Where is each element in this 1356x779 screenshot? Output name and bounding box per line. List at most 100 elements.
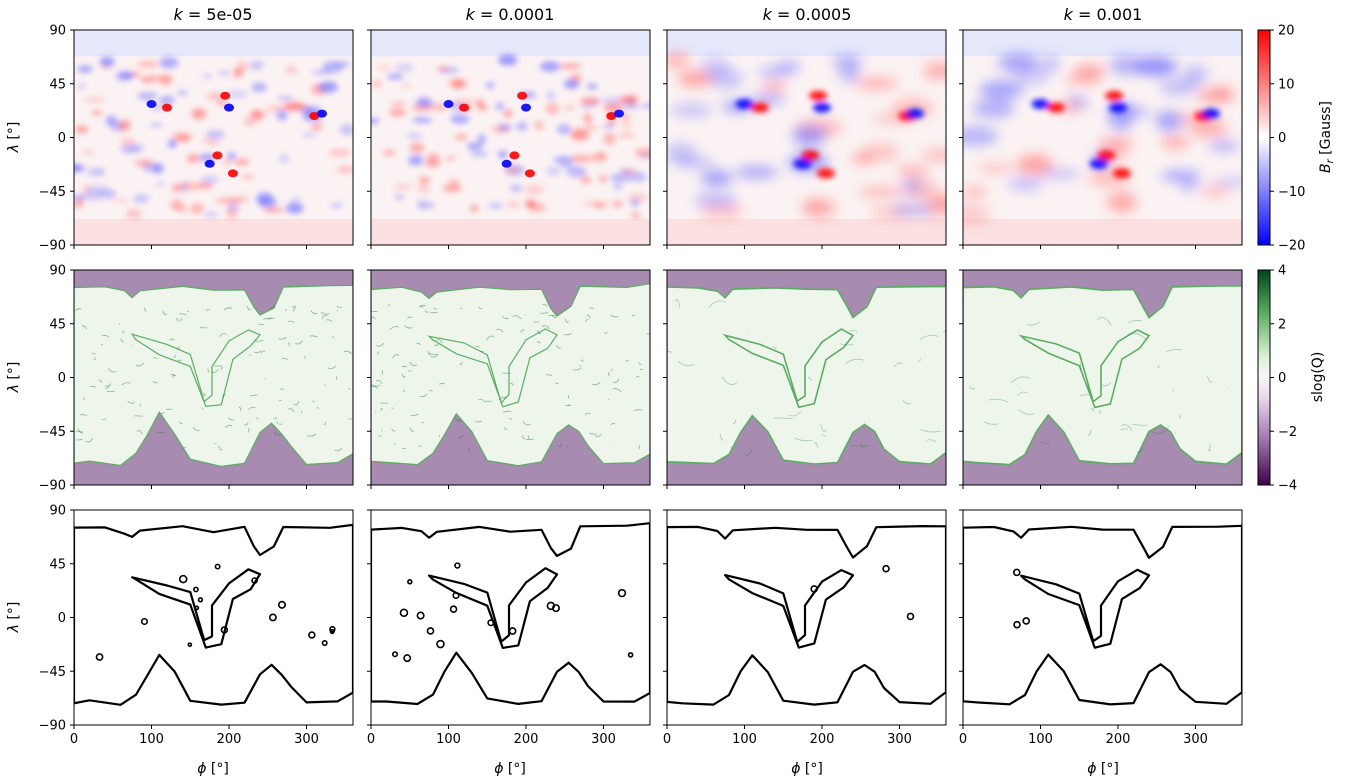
panel-r0-c3 (959, 29, 1243, 249)
ylabel-row-1: λ [°] (6, 362, 22, 394)
br-north-polar-band (74, 30, 353, 57)
ocb-islands (810, 564, 915, 621)
colorbar-br-tick-label: −20 (1278, 239, 1305, 254)
y-tick-label: 90 (49, 504, 66, 519)
xlabel-col-2: ϕ [°] (791, 761, 823, 777)
colorbar-br-tick-label: 0 (1278, 131, 1286, 146)
panel-r2-c2: 0 100 200 300 (663, 509, 947, 747)
colorbar-br-label: Br [Gauss] (1318, 101, 1336, 173)
br-north-polar-band (963, 30, 1242, 57)
panel-r1-c3 (959, 269, 1243, 489)
colorbar-br-tick-label: 20 (1278, 24, 1295, 39)
x-tick-label: 100 (139, 732, 164, 747)
x-tick-label: 300 (887, 732, 912, 747)
panel-r0-c0-content (74, 30, 353, 245)
colorbar-br-tick-label: 10 (1278, 77, 1295, 92)
x-tick-label: 100 (436, 732, 461, 747)
q-separatrix-filaments (371, 303, 650, 453)
br-active-regions (1031, 90, 1220, 179)
panel-r2-c3: 0 100 200 300 (959, 509, 1243, 747)
x-tick-label: 100 (1028, 732, 1053, 747)
panel-r2-c1-content (371, 510, 650, 725)
br-flux-patches (74, 56, 353, 220)
panel-r2-c0: 90 45 0 −45 −90 0 100 200 300 (39, 504, 354, 747)
title-col-0: k = 5e-05 (174, 5, 253, 24)
q-separatrix-filaments (968, 317, 1228, 454)
panel-r1-c2-content (667, 270, 946, 485)
ocb-contour (371, 522, 650, 706)
br-active-regions (443, 91, 624, 178)
y-tick-label: −90 (39, 239, 66, 254)
panel-r2-c2-content (667, 510, 946, 725)
colorbar-q-tick-label: −2 (1278, 425, 1297, 440)
colorbar-q-tick-label: 0 (1278, 371, 1286, 386)
colorbar-q-tick-label: 4 (1278, 264, 1286, 279)
x-tick-label: 100 (732, 732, 757, 747)
q-closed-region (371, 283, 650, 467)
y-tick-label: 0 (58, 371, 66, 386)
colorbar-q-tick-label: −4 (1278, 479, 1297, 494)
xlabel-col-1: ϕ [°] (494, 761, 526, 777)
panel-r0-c1 (367, 29, 651, 249)
br-south-polar-band (667, 218, 946, 245)
y-tick-label: 45 (49, 557, 66, 572)
colorbar-br-gradient (1257, 29, 1271, 246)
colorbar-br-ticks: 20 10 0 −10 −20 (1270, 24, 1305, 254)
boundary-background (371, 510, 650, 725)
x-tick-label: 300 (591, 732, 616, 747)
y-tick-label: −45 (39, 665, 66, 680)
colorbar-q-label: slog(Q) (1310, 352, 1326, 403)
ylabel-row-0: λ [°] (6, 122, 22, 154)
ocb-contour (963, 524, 1242, 706)
boundary-background (963, 510, 1242, 725)
q-closed-region (963, 285, 1242, 466)
q-separatrix-filaments (667, 299, 946, 456)
br-south-polar-band (74, 218, 353, 245)
ocb-islands (95, 563, 336, 661)
panel-r0-c2-content (667, 30, 946, 245)
br-south-polar-band (963, 218, 1242, 245)
q-closed-region (74, 284, 353, 468)
colorbar-br-tick-label: −10 (1278, 185, 1305, 200)
colorbar-q-ticks: 4 2 0 −2 −4 (1270, 264, 1297, 494)
br-active-regions (146, 91, 327, 178)
y-tick-label: 45 (49, 77, 66, 92)
x-tick-label: 200 (1106, 732, 1131, 747)
panel-r1-c3-content (963, 270, 1242, 485)
panel-r1-c2 (663, 269, 947, 489)
y-tick-label: −90 (39, 719, 66, 734)
panel-r2-c0-content (74, 510, 353, 725)
ocb-islands (391, 562, 634, 663)
xlabel-col-3: ϕ [°] (1087, 761, 1119, 777)
br-north-polar-band (667, 30, 946, 57)
title-col-3: k = 0.001 (1064, 5, 1143, 24)
panel-r0-c3-content (963, 30, 1242, 245)
column-titles: k = 5e-05 k = 0.0001 k = 0.0005 k = 0.00… (174, 5, 1143, 24)
ylabel-row-2: λ [°] (6, 602, 22, 634)
x-tick-label: 0 (959, 732, 967, 747)
br-north-polar-band (371, 30, 650, 57)
y-tick-label: −90 (39, 479, 66, 494)
ocb-contour (667, 525, 946, 706)
colorbar-q: 4 2 0 −2 −4 slog(Q) (1257, 264, 1326, 494)
q-separatrix-filaments (75, 305, 353, 452)
panel-r0-c2 (663, 29, 947, 249)
panel-r2-c3-content (963, 510, 1242, 725)
colorbar-q-tick-label: 2 (1278, 317, 1286, 332)
y-tick-label: 0 (58, 611, 66, 626)
x-axis-labels: ϕ [°] ϕ [°] ϕ [°] ϕ [°] (197, 761, 1119, 777)
q-closed-region (667, 285, 946, 465)
x-tick-label: 0 (70, 732, 78, 747)
x-tick-label: 200 (514, 732, 539, 747)
br-active-regions (735, 90, 924, 179)
panel-r2-c1: 0 100 200 300 (367, 509, 651, 747)
colorbar-br: 20 10 0 −10 −20 Br [Gauss] (1257, 24, 1336, 254)
colorbar-q-gradient (1257, 269, 1271, 486)
x-tick-label: 200 (217, 732, 242, 747)
boundary-background (667, 510, 946, 725)
x-tick-label: 0 (367, 732, 375, 747)
ocb-islands (1012, 568, 1031, 629)
x-tick-label: 0 (663, 732, 671, 747)
panel-r1-c0-content (74, 270, 353, 485)
